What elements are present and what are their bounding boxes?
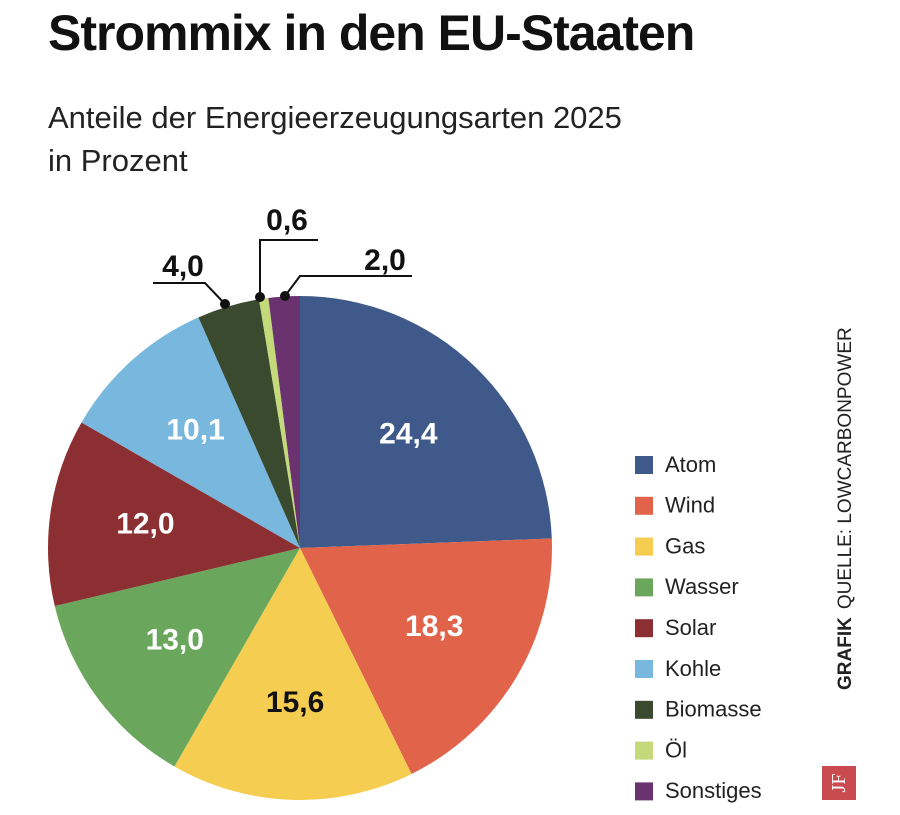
- legend-swatch-gas: [635, 537, 653, 556]
- pie-slice-biomasse: [198, 299, 300, 548]
- chart-title: Strommix in den EU-Staaten: [48, 5, 695, 61]
- data-label-biomasse: 4,0: [162, 250, 204, 283]
- pie-slice-solar: [48, 422, 300, 607]
- data-label-sonstiges: 2,0: [364, 244, 406, 277]
- callout-line-sonstiges: [284, 275, 412, 297]
- data-label-solar: 12,0: [116, 507, 174, 540]
- subtitle-line-1: Anteile der Energieerzeugungsarten 2025: [48, 100, 622, 135]
- pie-slice-gas: [174, 548, 412, 800]
- legend-swatch-oel: [635, 741, 653, 760]
- subtitle-line-2: in Prozent: [48, 143, 188, 178]
- data-label-oel: 0,6: [266, 204, 308, 237]
- callout-line-biomasse: [153, 282, 226, 305]
- callout-line-oel: [259, 239, 318, 297]
- legend-label-atom: Atom: [665, 452, 716, 477]
- legend-label-wasser: Wasser: [665, 574, 739, 599]
- legend-swatch-wasser: [635, 578, 653, 597]
- pie-slice-kohle: [81, 317, 300, 548]
- grafik-label: GRAFIK: [835, 617, 856, 690]
- data-label-atom: 24,4: [379, 417, 438, 450]
- source-note: GRAFIK QUELLE: LOWCARBONPOWER: [835, 327, 857, 690]
- callout-dot-sonstiges: [280, 291, 290, 301]
- legend-swatch-kohle: [635, 660, 653, 678]
- legend-swatch-sonstiges: [635, 782, 653, 801]
- data-label-wind: 18,3: [405, 610, 463, 643]
- legend-swatch-biomasse: [635, 700, 653, 719]
- pie-slice-atom: [300, 296, 552, 548]
- legend-label-gas: Gas: [665, 533, 705, 558]
- source-text: QUELLE: LOWCARBONPOWER: [835, 327, 856, 610]
- legend-swatch-atom: [635, 456, 653, 474]
- legend-label-oel: Öl: [665, 737, 687, 762]
- chart-subtitle: Anteile der Energieerzeugungsarten 2025 …: [48, 96, 622, 182]
- data-label-wasser: 13,0: [146, 623, 204, 656]
- pie-slice-sonstiges: [268, 296, 300, 548]
- legend-label-kohle: Kohle: [665, 656, 721, 681]
- callout-dot-biomasse: [220, 299, 230, 309]
- legend-label-solar: Solar: [665, 615, 716, 640]
- legend-label-sonstiges: Sonstiges: [665, 778, 762, 803]
- pie-slice-wasser: [54, 548, 300, 767]
- legend-label-wind: Wind: [665, 493, 715, 518]
- pie-slice-wind: [300, 538, 552, 774]
- data-label-gas: 15,6: [266, 686, 324, 719]
- legend-label-biomasse: Biomasse: [665, 697, 762, 722]
- legend-swatch-wind: [635, 496, 653, 515]
- callout-dot-oel: [255, 292, 265, 302]
- jf-logo: JF: [822, 766, 856, 800]
- pie-slice-oel: [259, 297, 300, 548]
- legend-swatch-solar: [635, 619, 653, 638]
- data-label-kohle: 10,1: [166, 414, 224, 447]
